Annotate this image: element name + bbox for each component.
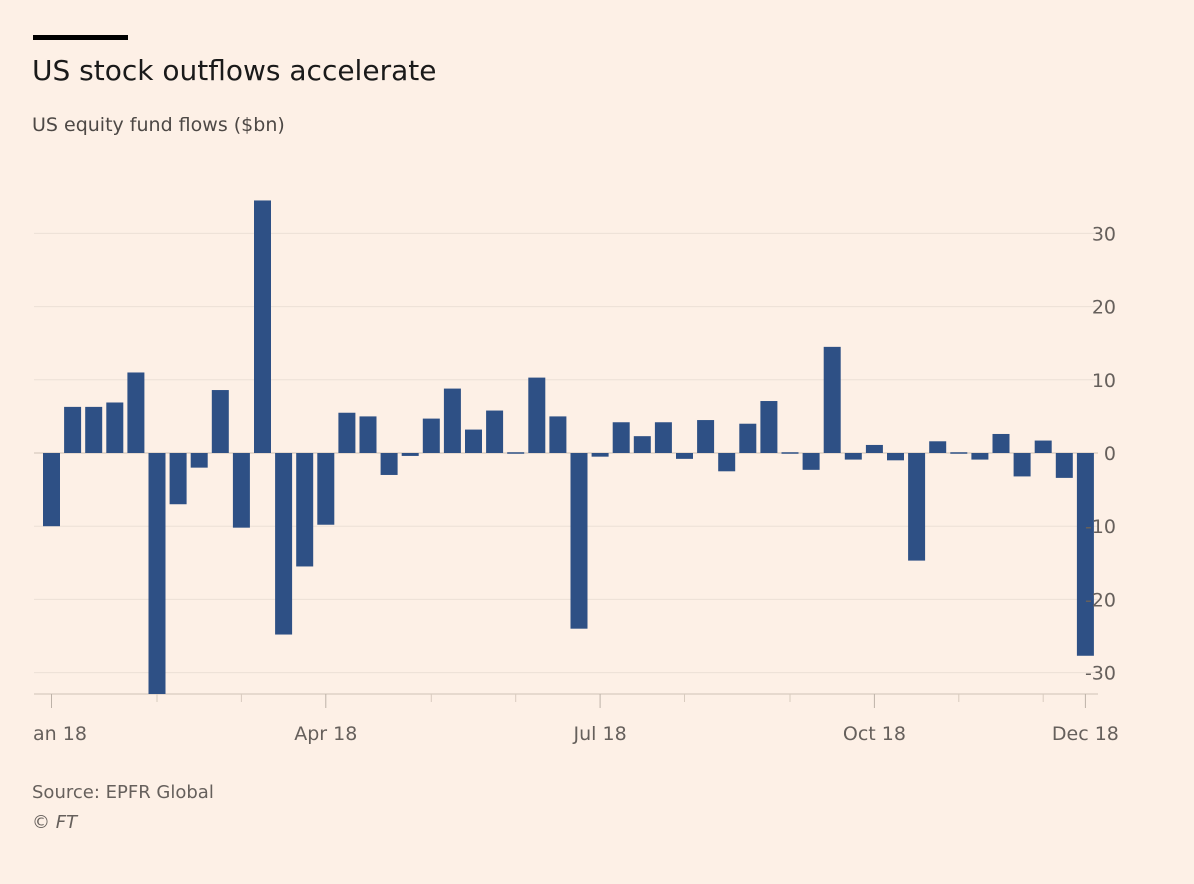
- bar: [718, 453, 736, 472]
- bar: [950, 452, 968, 454]
- bar: [296, 453, 314, 567]
- y-tick-label: -10: [1085, 516, 1116, 538]
- chart-subtitle: US equity fund flows ($bn): [32, 114, 285, 136]
- x-tick-label: an 18: [33, 723, 87, 745]
- y-tick-label: -30: [1085, 663, 1116, 685]
- y-tick-label: 20: [1092, 297, 1116, 319]
- bar: [739, 423, 757, 453]
- bar: [887, 453, 904, 461]
- source-note: Source: EPFR Global: [32, 782, 214, 803]
- bar: [190, 453, 208, 468]
- bar: [106, 402, 124, 453]
- bar: [211, 390, 229, 453]
- bar: [422, 418, 440, 453]
- bar: [908, 453, 926, 561]
- bar: [1076, 453, 1094, 656]
- bar: [570, 453, 588, 629]
- x-tick-label: Oct 18: [843, 723, 906, 745]
- bar: [1034, 440, 1052, 453]
- bar: [781, 452, 799, 454]
- y-axis-tick-labels: 30 20 10 0 -10 -20 -30: [1085, 223, 1116, 684]
- bar: [401, 453, 419, 456]
- bar: [169, 453, 187, 505]
- y-tick-label: 10: [1092, 370, 1116, 392]
- bar: [465, 429, 482, 453]
- y-tick-label: 0: [1104, 443, 1116, 465]
- bar: [127, 372, 145, 453]
- bar: [633, 436, 651, 453]
- chart-title: US stock outflows accelerate: [32, 54, 437, 87]
- bar: [760, 401, 778, 453]
- y-tick-label: -20: [1085, 589, 1116, 611]
- bar: [1055, 453, 1073, 478]
- bar: [232, 453, 250, 528]
- bar: [528, 377, 546, 453]
- bar: [507, 452, 525, 454]
- bar: [338, 412, 356, 453]
- bar: [971, 453, 989, 460]
- title-accent-bar: [33, 35, 128, 40]
- bar: [43, 453, 60, 527]
- bar: [823, 346, 841, 453]
- bar: [64, 406, 82, 453]
- bar: [275, 453, 293, 635]
- bar: [929, 441, 947, 453]
- bars: [43, 200, 1094, 694]
- bar: [486, 410, 504, 453]
- bar: [844, 453, 862, 460]
- bar: [697, 420, 715, 453]
- bar: [148, 453, 166, 694]
- bar: [865, 444, 883, 453]
- x-tick-label: Apr 18: [294, 723, 357, 745]
- x-axis-tick-labels: an 18 Apr 18 Jul 18 Oct 18 Dec 18: [33, 723, 1119, 745]
- bar: [380, 453, 398, 475]
- bar: [443, 388, 461, 453]
- bar: [654, 422, 672, 453]
- bar: [317, 453, 335, 525]
- copyright-credit: © FT: [32, 812, 78, 833]
- bar: [676, 453, 693, 459]
- y-tick-label: 30: [1092, 223, 1116, 245]
- bar: [359, 416, 377, 453]
- x-axis: [34, 693, 1098, 708]
- bar: [802, 453, 820, 470]
- bar: [992, 433, 1010, 453]
- bar: [591, 453, 609, 457]
- x-tick-label: Jul 18: [573, 723, 627, 745]
- bar: [549, 416, 567, 453]
- bar: [85, 406, 103, 453]
- bar: [1013, 453, 1031, 477]
- x-tick-label: Dec 18: [1052, 723, 1119, 745]
- bar: [612, 422, 630, 453]
- bar: [254, 200, 271, 453]
